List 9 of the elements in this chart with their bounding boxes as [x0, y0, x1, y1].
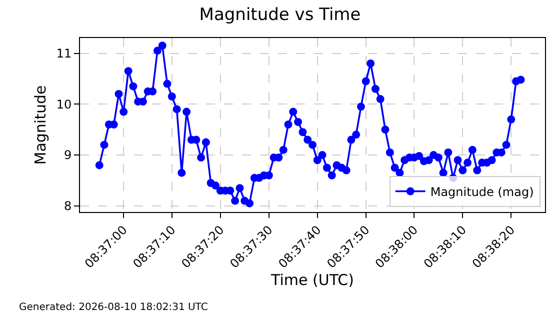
chart-title: Magnitude vs Time	[199, 4, 361, 25]
y-tick-label: 11	[56, 46, 72, 60]
y-tick-label: 10	[56, 97, 72, 112]
x-axis-title: Time (UTC)	[270, 270, 354, 289]
y-tick-label: 9	[64, 148, 72, 162]
text: Generated: 2026-08-10 18:02:31 UTC	[19, 302, 208, 313]
y-axis-title: Magnitude	[32, 85, 50, 165]
legend-label: Magnitude (mag)	[430, 184, 534, 199]
y-tick-label: 8	[64, 199, 72, 214]
